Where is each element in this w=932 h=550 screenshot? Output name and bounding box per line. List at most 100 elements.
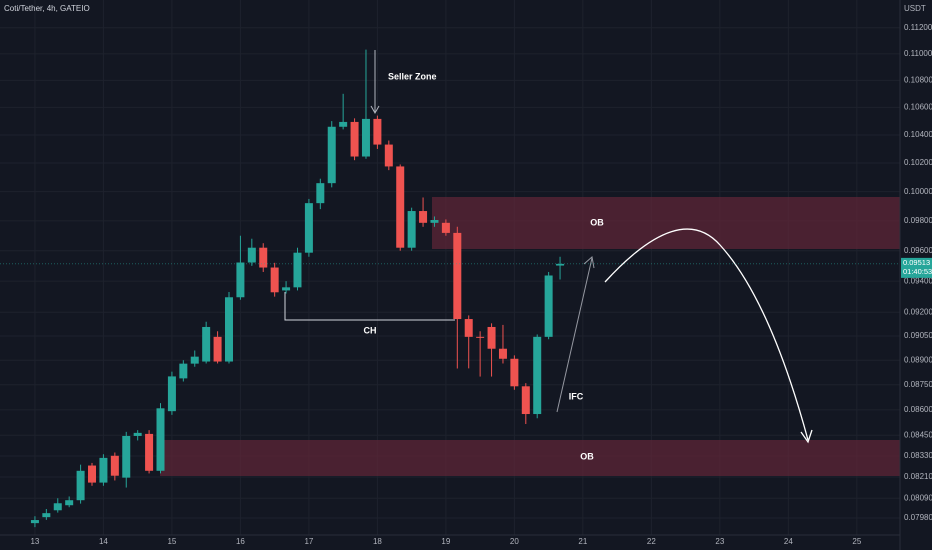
- seller-arrow-head: [370, 105, 380, 115]
- x-tick-label: 17: [304, 537, 313, 546]
- candle-body: [293, 252, 302, 288]
- y-tick-label: 0.08090: [904, 493, 932, 502]
- candle-body: [350, 121, 359, 157]
- ch-line: [284, 292, 455, 321]
- candle-body: [419, 211, 428, 223]
- candle-body: [453, 232, 462, 320]
- countdown-label: 01:40:53: [903, 267, 932, 276]
- candle-body: [30, 520, 39, 524]
- y-tick-label: 0.09800: [904, 216, 932, 225]
- y-tick-label: 0.08600: [904, 405, 932, 414]
- candle-body: [247, 247, 256, 263]
- x-tick-label: 25: [852, 537, 861, 546]
- y-tick-label: 0.10200: [904, 158, 932, 167]
- candle-body: [464, 319, 473, 337]
- candle-body: [361, 118, 370, 157]
- annotation: CH: [364, 325, 377, 335]
- candle-body: [110, 455, 119, 476]
- candle-body: [145, 433, 154, 471]
- annotation: OB: [580, 451, 594, 461]
- candle-body: [396, 166, 405, 248]
- y-tick-label: 0.10800: [904, 75, 932, 84]
- candle-body: [282, 287, 291, 291]
- candle-body: [339, 121, 348, 127]
- candles: [30, 49, 565, 528]
- candle-body: [99, 457, 108, 483]
- y-tick-label: 0.09400: [904, 276, 932, 285]
- candle-body: [213, 336, 222, 362]
- candle-body: [179, 363, 188, 379]
- y-tick-label: 0.09200: [904, 307, 932, 316]
- y-tick-label: 0.08750: [904, 380, 932, 389]
- grid: [0, 0, 900, 535]
- candle-body: [476, 336, 485, 338]
- y-tick-label: 0.09600: [904, 246, 932, 255]
- y-tick-label: 0.10600: [904, 103, 932, 112]
- y-tick-label: 0.11000: [904, 49, 932, 58]
- x-tick-label: 16: [236, 537, 245, 546]
- candle-body: [373, 118, 382, 145]
- x-tick-label: 23: [715, 537, 724, 546]
- candle-body: [521, 386, 530, 415]
- y-tick-label: 0.08900: [904, 355, 932, 364]
- candle-body: [510, 358, 519, 387]
- candle-body: [556, 263, 565, 266]
- candle-body: [167, 376, 176, 412]
- projection-arrow: [604, 228, 809, 441]
- x-tick-label: 24: [784, 537, 793, 546]
- candle-body: [316, 183, 325, 204]
- order-block-zone: [160, 440, 900, 476]
- y-tick-label: 0.07980: [904, 513, 932, 522]
- y-tick-label: 0.08330: [904, 451, 932, 460]
- x-tick-label: 13: [30, 537, 39, 546]
- ifc-arrow-head: [583, 256, 595, 269]
- x-tick-label: 14: [99, 537, 108, 546]
- chart-title: Coti/Tether, 4h, GATEIO: [4, 4, 90, 13]
- axes: 0.11200 0.11000 0.10800 0.10600 0.10400 0.102…: [0, 23, 932, 546]
- candle-body: [487, 326, 496, 349]
- candle-body: [42, 513, 51, 518]
- candle-body: [304, 203, 313, 253]
- projection-arrow-head: [800, 429, 813, 444]
- candle-body: [190, 356, 199, 364]
- candle-body: [384, 144, 393, 167]
- candle-body: [259, 247, 268, 268]
- candle-body: [430, 220, 439, 223]
- candle-body: [544, 275, 553, 337]
- annotation: Seller Zone: [388, 71, 437, 81]
- y-tick-label: 0.08450: [904, 430, 932, 439]
- candle-body: [498, 348, 507, 359]
- annotation: OB: [590, 217, 604, 227]
- candle-body: [236, 262, 245, 298]
- x-tick-label: 21: [578, 537, 587, 546]
- annotation: IFC: [569, 391, 584, 401]
- candle-body: [407, 211, 416, 248]
- candle-body: [156, 408, 165, 471]
- candle-body: [65, 500, 74, 506]
- x-tick-label: 20: [510, 537, 519, 546]
- candle-body: [441, 222, 450, 233]
- candle-body: [122, 435, 131, 478]
- y-tick-label: 0.11200: [904, 23, 932, 32]
- candle-body: [224, 297, 233, 362]
- candle-body: [88, 465, 97, 483]
- candle-body: [327, 126, 336, 184]
- x-tick-label: 18: [373, 537, 382, 546]
- candle-body: [133, 432, 142, 436]
- order-block-zone: [432, 197, 900, 249]
- y-tick-label: 0.08210: [904, 472, 932, 481]
- current-price-label: 0.09513: [903, 258, 930, 267]
- x-tick-label: 15: [167, 537, 176, 546]
- y-tick-label: 0.09050: [904, 331, 932, 340]
- current-price-tag: [901, 257, 932, 278]
- candle-body: [533, 336, 542, 415]
- ifc-arrow: [556, 257, 593, 413]
- x-tick-label: 19: [441, 537, 450, 546]
- x-tick-label: 22: [647, 537, 656, 546]
- y-tick-label: 0.10400: [904, 130, 932, 139]
- candle-body: [270, 267, 279, 293]
- y-tick-label: 0.10000: [904, 187, 932, 196]
- candle-body: [202, 326, 211, 362]
- candle-body: [53, 503, 62, 511]
